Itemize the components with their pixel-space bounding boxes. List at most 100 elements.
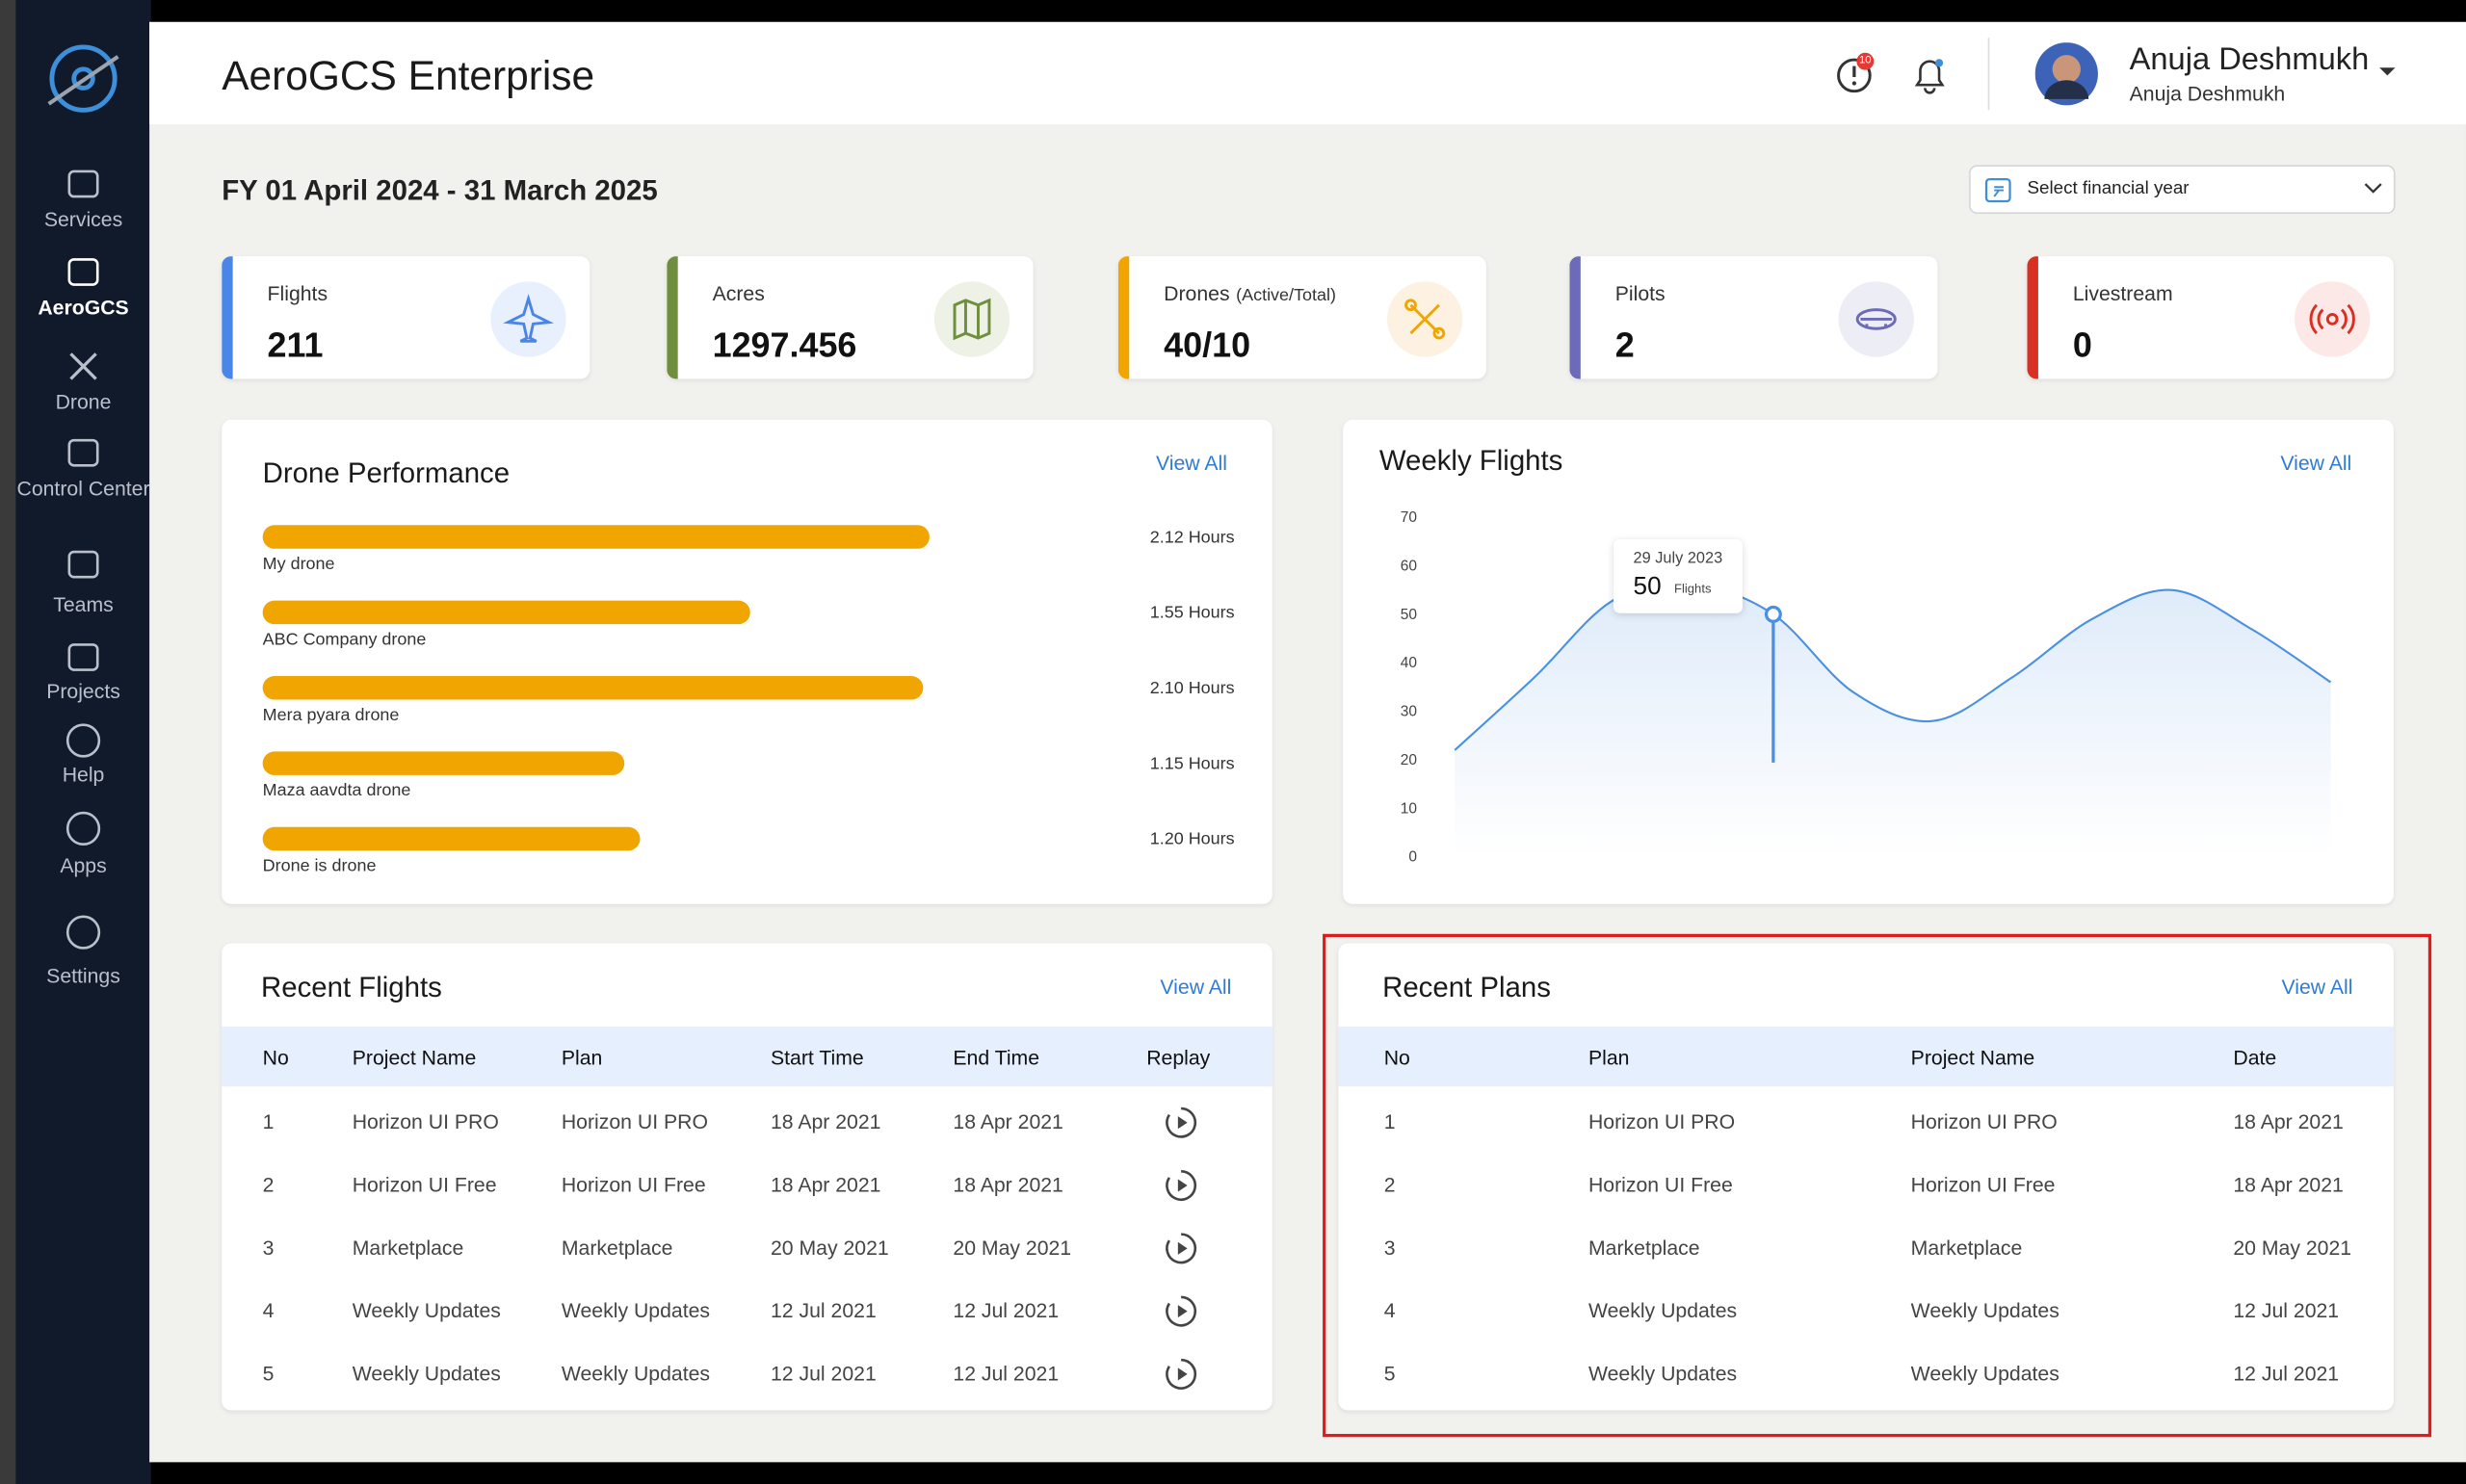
table-cell: 1	[1384, 1110, 1396, 1133]
view-all-link[interactable]: View All	[1160, 975, 1231, 998]
replay-button[interactable]	[1164, 1168, 1198, 1203]
stat-label: Drones(Active/Total)	[1164, 281, 1336, 304]
table-cell: 20 May 2021	[953, 1236, 1071, 1259]
icon-shape	[67, 813, 99, 845]
stat-card: Acres1297.456	[667, 256, 1033, 378]
icon-shape	[69, 171, 97, 196]
highlight-point	[1767, 608, 1781, 622]
table-cell: Horizon UI Free	[1588, 1173, 1733, 1196]
stat-accent	[1569, 256, 1580, 378]
icon-shape	[67, 725, 99, 757]
table-cell: Weekly Updates	[562, 1362, 710, 1385]
column-header: No	[263, 1046, 289, 1069]
year-select[interactable]: Select financial year	[1969, 165, 2395, 214]
y-tick-label: 30	[1401, 704, 1418, 720]
table-cell: 18 Apr 2021	[771, 1173, 880, 1196]
nav-item[interactable]: Help	[15, 764, 150, 784]
nav-icon	[65, 810, 102, 847]
user-subtitle: Anuja Deshmukh	[2130, 82, 2286, 105]
nav-item[interactable]: Projects	[15, 681, 150, 701]
nav-icon	[65, 546, 102, 584]
line-plot: 010203040506070	[1343, 420, 2394, 904]
icon-shape	[67, 917, 99, 949]
area	[1455, 585, 2330, 857]
table-cell: Horizon UI PRO	[1911, 1110, 2058, 1133]
icon-shape	[1178, 1179, 1188, 1191]
table-cell: 5	[1384, 1362, 1396, 1385]
nav-item[interactable]: Control Center	[15, 478, 150, 498]
table-cell: Horizon UI Free	[562, 1173, 706, 1196]
replay-button[interactable]	[1164, 1231, 1198, 1265]
table-cell: Weekly Updates	[1911, 1362, 2059, 1385]
view-all-link[interactable]: View All	[2281, 975, 2352, 998]
table-cell: 2	[1384, 1173, 1396, 1196]
icon-shape	[1178, 1305, 1188, 1317]
table-cell: Marketplace	[1911, 1236, 2023, 1259]
bar-label: Maza aavdta drone	[263, 781, 411, 800]
bar-label: Mera pyara drone	[263, 706, 400, 725]
user-menu-caret[interactable]	[2378, 66, 2398, 79]
nav-icon	[65, 638, 102, 676]
nav-item[interactable]: Teams	[15, 594, 150, 614]
nav-icon	[65, 914, 102, 951]
value-label: 1.55 Hours	[1150, 604, 1235, 623]
stat-accent	[222, 256, 232, 378]
nav-item[interactable]: Services	[15, 209, 150, 229]
stat-card: Flights211	[222, 256, 590, 378]
icon-shape	[1178, 1242, 1188, 1255]
stat-value: 0	[2073, 325, 2092, 366]
bar-label: Drone is drone	[263, 857, 377, 876]
chart-card: Drone PerformanceView AllMy drone2.12 Ho…	[222, 420, 1272, 904]
table-cell: Weekly Updates	[353, 1362, 501, 1385]
nav-item[interactable]: Settings	[15, 965, 150, 985]
icon-bg	[490, 281, 565, 356]
table-cell: 3	[263, 1236, 275, 1259]
table-cell: Weekly Updates	[1588, 1362, 1737, 1385]
icon-shape	[69, 440, 97, 465]
stat-label: Pilots	[1615, 281, 1666, 304]
icon-shape	[69, 644, 97, 669]
bar	[263, 525, 930, 548]
y-tick-label: 40	[1401, 655, 1418, 671]
bar-label: ABC Company drone	[263, 631, 427, 650]
stat-value: 40/10	[1164, 325, 1250, 366]
table-cell: 20 May 2021	[2233, 1236, 2351, 1259]
nav-item[interactable]: AeroGCS	[15, 298, 150, 318]
table-cell: 2	[263, 1173, 275, 1196]
avatar[interactable]	[2035, 42, 2098, 105]
stat-card: Pilots2	[1569, 256, 1937, 378]
stat-icon	[932, 280, 1011, 359]
icon-bg	[934, 281, 1010, 356]
table-cell: 12 Jul 2021	[953, 1299, 1059, 1322]
table-cell: 12 Jul 2021	[953, 1362, 1059, 1385]
table-title: Recent Flights	[261, 972, 442, 1004]
table-header: NoPlanProject NameDate	[1338, 1027, 2394, 1086]
stat-label: Livestream	[2073, 281, 2173, 304]
table-cell: 4	[263, 1299, 275, 1322]
nav-item[interactable]: Apps	[15, 855, 150, 875]
nav-item[interactable]: Drone	[15, 392, 150, 412]
table-cell: Horizon UI Free	[353, 1173, 497, 1196]
column-header: End Time	[953, 1046, 1039, 1069]
nav-icon	[65, 165, 102, 202]
table-cell: 12 Jul 2021	[2233, 1362, 2339, 1385]
table-card: Recent FlightsView AllNoProject NamePlan…	[222, 944, 1272, 1411]
table-cell: Horizon UI PRO	[562, 1110, 708, 1133]
logo	[42, 40, 124, 119]
table-cell: 1	[263, 1110, 275, 1133]
replay-button[interactable]	[1164, 1294, 1198, 1329]
nav-icon	[65, 721, 102, 759]
nav-icon	[65, 253, 102, 291]
stat-icon	[1837, 280, 1916, 359]
replay-button[interactable]	[1164, 1357, 1198, 1392]
stat-card: Drones(Active/Total) 40/10	[1118, 256, 1486, 378]
icon-shape	[70, 353, 95, 378]
table-cell: Weekly Updates	[1911, 1299, 2059, 1322]
y-tick-label: 50	[1401, 607, 1418, 623]
table-cell: 18 Apr 2021	[771, 1110, 880, 1133]
table-title: Recent Plans	[1382, 972, 1551, 1004]
replay-button[interactable]	[1164, 1106, 1198, 1140]
stat-accent	[667, 256, 677, 378]
table-cell: Horizon UI Free	[1911, 1173, 2056, 1196]
